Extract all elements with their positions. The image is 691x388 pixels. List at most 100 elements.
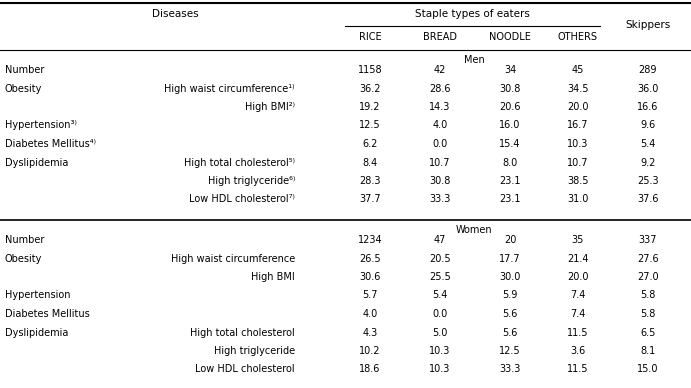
Text: 8.4: 8.4 xyxy=(362,158,377,168)
Text: 45: 45 xyxy=(572,65,584,75)
Text: 12.5: 12.5 xyxy=(499,346,521,356)
Text: 20.5: 20.5 xyxy=(429,253,451,263)
Text: 34.5: 34.5 xyxy=(567,83,589,94)
Text: 8.0: 8.0 xyxy=(502,158,518,168)
Text: Dyslipidemia: Dyslipidemia xyxy=(5,158,68,168)
Text: 25.5: 25.5 xyxy=(429,272,451,282)
Text: BREAD: BREAD xyxy=(423,32,457,42)
Text: OTHERS: OTHERS xyxy=(558,32,598,42)
Text: 27.0: 27.0 xyxy=(637,272,659,282)
Text: 5.4: 5.4 xyxy=(641,139,656,149)
Text: 0.0: 0.0 xyxy=(433,139,448,149)
Text: 47: 47 xyxy=(434,235,446,245)
Text: 19.2: 19.2 xyxy=(359,102,381,112)
Text: 23.1: 23.1 xyxy=(500,176,521,186)
Text: Diabetes Mellitus⁴⁾: Diabetes Mellitus⁴⁾ xyxy=(5,139,96,149)
Text: 37.7: 37.7 xyxy=(359,194,381,204)
Text: 23.1: 23.1 xyxy=(500,194,521,204)
Text: 11.5: 11.5 xyxy=(567,327,589,338)
Text: 10.3: 10.3 xyxy=(429,364,451,374)
Text: Hypertension³⁾: Hypertension³⁾ xyxy=(5,121,77,130)
Text: 337: 337 xyxy=(638,235,657,245)
Text: 6.5: 6.5 xyxy=(641,327,656,338)
Text: 34: 34 xyxy=(504,65,516,75)
Text: Staple types of eaters: Staple types of eaters xyxy=(415,9,530,19)
Text: 10.2: 10.2 xyxy=(359,346,381,356)
Text: 17.7: 17.7 xyxy=(499,253,521,263)
Text: Hypertension: Hypertension xyxy=(5,291,70,300)
Text: High BMI²⁾: High BMI²⁾ xyxy=(245,102,295,112)
Text: 18.6: 18.6 xyxy=(359,364,381,374)
Text: NOODLE: NOODLE xyxy=(489,32,531,42)
Text: Obesity: Obesity xyxy=(5,83,42,94)
Text: 10.7: 10.7 xyxy=(567,158,589,168)
Text: 5.0: 5.0 xyxy=(433,327,448,338)
Text: 26.5: 26.5 xyxy=(359,253,381,263)
Text: Number: Number xyxy=(5,235,44,245)
Text: 33.3: 33.3 xyxy=(500,364,521,374)
Text: 289: 289 xyxy=(638,65,657,75)
Text: High triglyceride: High triglyceride xyxy=(214,346,295,356)
Text: 5.6: 5.6 xyxy=(502,327,518,338)
Text: 30.8: 30.8 xyxy=(429,176,451,186)
Text: 30.0: 30.0 xyxy=(500,272,521,282)
Text: 1234: 1234 xyxy=(358,235,382,245)
Text: High total cholesterol: High total cholesterol xyxy=(190,327,295,338)
Text: 7.4: 7.4 xyxy=(570,291,586,300)
Text: 5.9: 5.9 xyxy=(502,291,518,300)
Text: 25.3: 25.3 xyxy=(637,176,659,186)
Text: Number: Number xyxy=(5,65,44,75)
Text: High waist circumference: High waist circumference xyxy=(171,253,295,263)
Text: 42: 42 xyxy=(434,65,446,75)
Text: 3.6: 3.6 xyxy=(570,346,586,356)
Text: 37.6: 37.6 xyxy=(637,194,659,204)
Text: 8.1: 8.1 xyxy=(641,346,656,356)
Text: Skippers: Skippers xyxy=(625,21,671,31)
Text: RICE: RICE xyxy=(359,32,381,42)
Text: 12.5: 12.5 xyxy=(359,121,381,130)
Text: 36.2: 36.2 xyxy=(359,83,381,94)
Text: 33.3: 33.3 xyxy=(429,194,451,204)
Text: 16.0: 16.0 xyxy=(500,121,521,130)
Text: Men: Men xyxy=(464,55,484,65)
Text: 28.3: 28.3 xyxy=(359,176,381,186)
Text: 5.8: 5.8 xyxy=(641,309,656,319)
Text: 30.8: 30.8 xyxy=(500,83,521,94)
Text: 10.7: 10.7 xyxy=(429,158,451,168)
Text: Low HDL cholesterol⁷⁾: Low HDL cholesterol⁷⁾ xyxy=(189,194,295,204)
Text: 38.5: 38.5 xyxy=(567,176,589,186)
Text: Diseases: Diseases xyxy=(152,9,198,19)
Text: 7.4: 7.4 xyxy=(570,309,586,319)
Text: 4.3: 4.3 xyxy=(362,327,377,338)
Text: 27.6: 27.6 xyxy=(637,253,659,263)
Text: 6.2: 6.2 xyxy=(362,139,378,149)
Text: 21.4: 21.4 xyxy=(567,253,589,263)
Text: 4.0: 4.0 xyxy=(362,309,377,319)
Text: High triglyceride⁶⁾: High triglyceride⁶⁾ xyxy=(207,176,295,186)
Text: 5.6: 5.6 xyxy=(502,309,518,319)
Text: 0.0: 0.0 xyxy=(433,309,448,319)
Text: 10.3: 10.3 xyxy=(429,346,451,356)
Text: 5.4: 5.4 xyxy=(433,291,448,300)
Text: Low HDL cholesterol: Low HDL cholesterol xyxy=(196,364,295,374)
Text: 36.0: 36.0 xyxy=(637,83,659,94)
Text: 9.2: 9.2 xyxy=(641,158,656,168)
Text: 16.7: 16.7 xyxy=(567,121,589,130)
Text: 15.0: 15.0 xyxy=(637,364,659,374)
Text: Diabetes Mellitus: Diabetes Mellitus xyxy=(5,309,90,319)
Text: 20.0: 20.0 xyxy=(567,102,589,112)
Text: 35: 35 xyxy=(572,235,584,245)
Text: 20: 20 xyxy=(504,235,516,245)
Text: High waist circumference¹⁾: High waist circumference¹⁾ xyxy=(164,83,295,94)
Text: 4.0: 4.0 xyxy=(433,121,448,130)
Text: Obesity: Obesity xyxy=(5,253,42,263)
Text: 31.0: 31.0 xyxy=(567,194,589,204)
Text: 9.6: 9.6 xyxy=(641,121,656,130)
Text: High total cholesterol⁵⁾: High total cholesterol⁵⁾ xyxy=(184,158,295,168)
Text: 11.5: 11.5 xyxy=(567,364,589,374)
Text: 14.3: 14.3 xyxy=(429,102,451,112)
Text: 16.6: 16.6 xyxy=(637,102,659,112)
Text: 10.3: 10.3 xyxy=(567,139,589,149)
Text: Women: Women xyxy=(455,225,492,235)
Text: 28.6: 28.6 xyxy=(429,83,451,94)
